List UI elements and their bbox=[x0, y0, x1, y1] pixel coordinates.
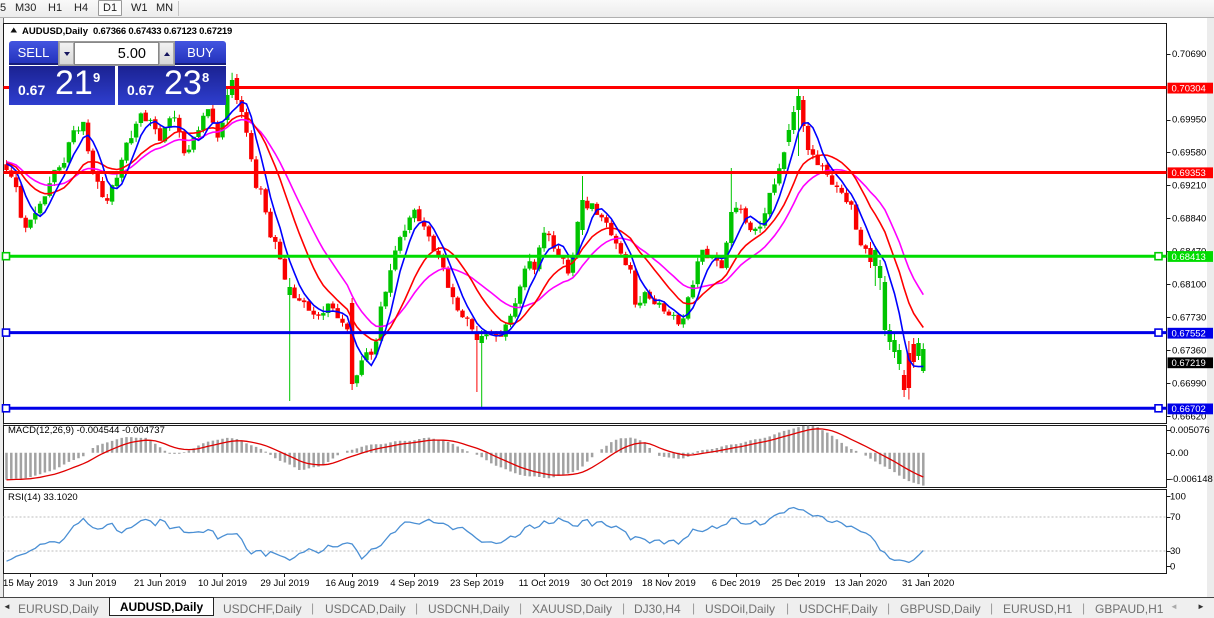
svg-text:MACD(12,26,9) -0.004544 -0.004: MACD(12,26,9) -0.004544 -0.004737 bbox=[8, 425, 165, 436]
svg-text:18 Nov 2019: 18 Nov 2019 bbox=[642, 578, 696, 589]
svg-text:0.69580: 0.69580 bbox=[1172, 148, 1206, 159]
svg-text:0.67360: 0.67360 bbox=[1172, 345, 1206, 356]
svg-text:70: 70 bbox=[1170, 512, 1181, 523]
svg-text:10 Jul 2019: 10 Jul 2019 bbox=[198, 578, 247, 589]
svg-text:23 Sep 2019: 23 Sep 2019 bbox=[450, 578, 504, 589]
svg-text:0.67219: 0.67219 bbox=[1172, 358, 1206, 369]
svg-text:0.66620: 0.66620 bbox=[1172, 411, 1206, 422]
svg-text:0.69353: 0.69353 bbox=[1172, 168, 1206, 179]
svg-text:0.68413: 0.68413 bbox=[1172, 252, 1206, 263]
svg-text:0.005076: 0.005076 bbox=[1170, 425, 1210, 436]
svg-text:0.69210: 0.69210 bbox=[1172, 181, 1206, 192]
svg-text:21 Jun 2019: 21 Jun 2019 bbox=[134, 578, 186, 589]
svg-text:31 Jan 2020: 31 Jan 2020 bbox=[902, 578, 954, 589]
svg-text:0.68100: 0.68100 bbox=[1172, 280, 1206, 291]
svg-text:0.00: 0.00 bbox=[1170, 448, 1189, 459]
svg-text:29 Jul 2019: 29 Jul 2019 bbox=[260, 578, 309, 589]
svg-text:6 Dec 2019: 6 Dec 2019 bbox=[712, 578, 761, 589]
svg-text:11 Oct 2019: 11 Oct 2019 bbox=[519, 578, 570, 589]
svg-text:25 Dec 2019: 25 Dec 2019 bbox=[772, 578, 826, 589]
svg-text:AUDUSD,Daily: AUDUSD,Daily bbox=[22, 26, 89, 37]
svg-text:15 May 2019: 15 May 2019 bbox=[3, 578, 58, 589]
svg-text:0.66990: 0.66990 bbox=[1172, 378, 1206, 389]
svg-text:0: 0 bbox=[1170, 562, 1175, 573]
svg-text:RSI(14) 33.1020: RSI(14) 33.1020 bbox=[8, 492, 78, 503]
svg-text:100: 100 bbox=[1170, 492, 1186, 503]
svg-text:16 Aug 2019: 16 Aug 2019 bbox=[325, 578, 378, 589]
svg-text:0.67552: 0.67552 bbox=[1172, 329, 1206, 340]
svg-text:3 Jun 2019: 3 Jun 2019 bbox=[69, 578, 116, 589]
svg-text:0.70304: 0.70304 bbox=[1172, 83, 1206, 94]
svg-text:30 Oct 2019: 30 Oct 2019 bbox=[581, 578, 633, 589]
svg-text:0.67366 0.67433 0.67123 0.6721: 0.67366 0.67433 0.67123 0.67219 bbox=[93, 26, 232, 37]
svg-text:0.70690: 0.70690 bbox=[1172, 49, 1206, 60]
svg-text:0.68840: 0.68840 bbox=[1172, 214, 1206, 225]
svg-text:0.66702: 0.66702 bbox=[1172, 404, 1206, 415]
svg-text:4 Sep 2019: 4 Sep 2019 bbox=[390, 578, 439, 589]
svg-text:-0.006148: -0.006148 bbox=[1170, 474, 1213, 485]
svg-text:0.69950: 0.69950 bbox=[1172, 115, 1206, 126]
svg-text:0.67730: 0.67730 bbox=[1172, 312, 1206, 323]
svg-text:30: 30 bbox=[1170, 546, 1181, 557]
svg-text:13 Jan 2020: 13 Jan 2020 bbox=[835, 578, 887, 589]
